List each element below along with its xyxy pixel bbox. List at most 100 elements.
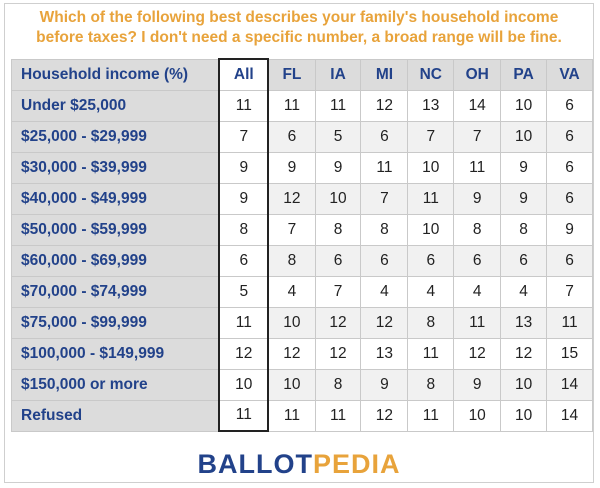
row-label: $30,000 - $39,999: [11, 151, 220, 184]
value-cell: 12: [360, 89, 409, 122]
row-label: $25,000 - $29,999: [11, 120, 220, 153]
row-label: $100,000 - $149,999: [11, 337, 220, 370]
value-cell: 13: [360, 337, 409, 370]
value-cell: 9: [360, 368, 409, 401]
question-line: before taxes? I don't need a specific nu…: [36, 29, 562, 46]
value-cell: 12: [267, 182, 316, 215]
value-cell: 14: [546, 399, 593, 432]
value-cell: 7: [360, 182, 409, 215]
column-header-pa: PA: [500, 58, 548, 91]
value-cell: 6: [314, 244, 362, 277]
value-cell: 11: [267, 399, 316, 432]
value-cell: 4: [407, 275, 455, 308]
table-row: $50,000 - $59,999 8 7 8 8 10 8 8 9: [11, 213, 593, 246]
value-cell: 10: [500, 399, 548, 432]
row-label: $60,000 - $69,999: [11, 244, 220, 277]
question-line: Which of the following best describes yo…: [39, 9, 559, 26]
value-cell: 11: [314, 89, 362, 122]
value-cell: 6: [546, 89, 593, 122]
table-row: Under $25,000 11 11 11 12 13 14 10 6: [11, 89, 593, 122]
value-cell: 6: [267, 120, 316, 153]
value-cell: 9: [314, 151, 362, 184]
logo-part1: BALLOT: [197, 449, 313, 479]
value-cell: 12: [360, 306, 409, 339]
row-label: $150,000 or more: [11, 368, 220, 401]
value-cell: 11: [218, 399, 270, 432]
value-cell: 7: [218, 120, 270, 153]
value-cell: 4: [500, 275, 548, 308]
table-row: $40,000 - $49,999 9 12 10 7 11 9 9 6: [11, 182, 593, 215]
value-cell: 5: [218, 275, 270, 308]
value-cell: 15: [546, 337, 593, 370]
value-cell: 9: [453, 368, 502, 401]
value-cell: 9: [546, 213, 593, 246]
value-cell: 14: [546, 368, 593, 401]
value-cell: 7: [407, 120, 455, 153]
value-cell: 11: [453, 306, 502, 339]
value-cell: 10: [314, 182, 362, 215]
value-cell: 6: [546, 120, 593, 153]
value-cell: 12: [218, 337, 270, 370]
value-cell: 11: [407, 399, 455, 432]
value-cell: 10: [267, 368, 316, 401]
column-header-all: All: [218, 58, 270, 91]
column-header-va: VA: [546, 58, 593, 91]
row-label: $40,000 - $49,999: [11, 182, 220, 215]
value-cell: 12: [314, 306, 362, 339]
value-cell: 7: [267, 213, 316, 246]
logo-part2: PEDIA: [312, 449, 401, 479]
value-cell: 7: [314, 275, 362, 308]
value-cell: 6: [218, 244, 270, 277]
value-cell: 8: [500, 213, 548, 246]
table-row: $25,000 - $29,999 7 6 5 6 7 7 10 6: [11, 120, 593, 153]
value-cell: 7: [546, 275, 593, 308]
value-cell: 11: [407, 182, 455, 215]
column-header-fl: FL: [267, 58, 316, 91]
value-cell: 12: [500, 337, 548, 370]
value-cell: 11: [407, 337, 455, 370]
value-cell: 10: [267, 306, 316, 339]
value-cell: 10: [500, 120, 548, 153]
value-cell: 10: [407, 213, 455, 246]
value-cell: 13: [407, 89, 455, 122]
table-row: $30,000 - $39,999 9 9 9 11 10 11 9 6: [11, 151, 593, 184]
value-cell: 6: [360, 120, 409, 153]
value-cell: 9: [500, 151, 548, 184]
value-cell: 6: [546, 244, 593, 277]
value-cell: 10: [500, 368, 548, 401]
value-cell: 10: [218, 368, 270, 401]
value-cell: 5: [314, 120, 362, 153]
value-cell: 6: [453, 244, 502, 277]
value-cell: 8: [360, 213, 409, 246]
value-cell: 10: [500, 89, 548, 122]
value-cell: 9: [218, 151, 270, 184]
value-cell: 12: [453, 337, 502, 370]
chart-frame: Which of the following best describes yo…: [4, 3, 594, 483]
row-label: Under $25,000: [11, 89, 220, 122]
value-cell: 9: [453, 182, 502, 215]
row-label: $50,000 - $59,999: [11, 213, 220, 246]
value-cell: 6: [500, 244, 548, 277]
value-cell: 10: [453, 399, 502, 432]
income-table: Household income (%) All FL IA MI NC OH PA VA U…: [11, 58, 593, 432]
value-cell: 11: [267, 89, 316, 122]
value-cell: 8: [453, 213, 502, 246]
value-cell: 11: [453, 151, 502, 184]
value-cell: 4: [360, 275, 409, 308]
value-cell: 9: [218, 182, 270, 215]
value-cell: 8: [218, 213, 270, 246]
value-cell: 6: [407, 244, 455, 277]
table-row: $150,000 or more 10 10 8 9 8 9 10 14: [11, 368, 593, 401]
value-cell: 14: [453, 89, 502, 122]
column-header-nc: NC: [407, 58, 455, 91]
value-cell: 6: [546, 151, 593, 184]
table-body: Under $25,000 11 11 11 12 13 14 10 6 $25,000 - $2…: [11, 89, 593, 432]
table-row: $60,000 - $69,999 6 8 6 6 6 6 6 6: [11, 244, 593, 277]
value-cell: 10: [407, 151, 455, 184]
row-header-label: Household income (%): [11, 58, 220, 91]
value-cell: 11: [546, 306, 593, 339]
row-label: Refused: [11, 399, 220, 432]
value-cell: 8: [407, 306, 455, 339]
question-title: Which of the following best describes yo…: [5, 8, 593, 48]
column-header-oh: OH: [453, 58, 502, 91]
